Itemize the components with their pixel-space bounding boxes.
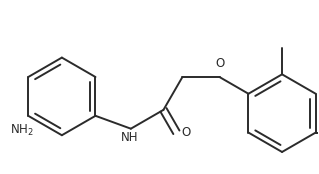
Text: O: O [215,57,225,70]
Text: NH$_2$: NH$_2$ [11,123,34,138]
Text: NH: NH [121,131,138,144]
Text: O: O [181,126,190,139]
